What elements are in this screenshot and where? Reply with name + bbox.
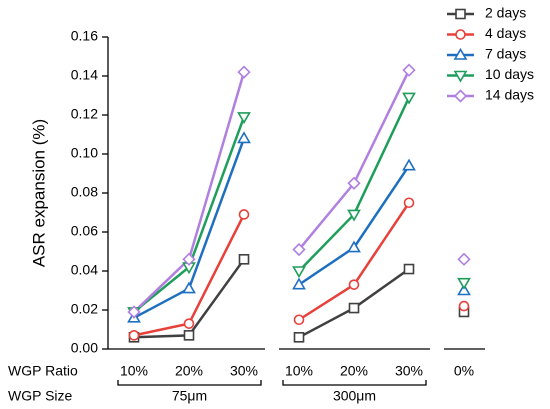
data-point <box>293 314 305 326</box>
legend-label: 4 days <box>485 25 526 41</box>
x-tick-label: 0% <box>454 363 474 379</box>
legend-marker <box>455 8 466 20</box>
data-point <box>458 300 470 312</box>
data-point <box>238 209 250 220</box>
y-tick-label: 0.00 <box>71 340 98 356</box>
data-point <box>347 209 361 222</box>
data-point <box>348 279 360 290</box>
series-line <box>298 69 411 251</box>
series-line <box>133 71 246 313</box>
row-label: WGP Size <box>8 388 73 404</box>
x-tick-label: 20% <box>175 363 203 379</box>
data-point <box>457 277 471 290</box>
legend-label: 7 days <box>485 46 526 62</box>
data-point <box>182 252 196 266</box>
group-bracket <box>117 380 262 386</box>
x-tick-label: 30% <box>230 363 258 379</box>
data-point <box>128 330 140 341</box>
legend-marker <box>455 29 466 40</box>
data-point <box>183 318 195 329</box>
group-bracket <box>282 380 427 386</box>
data-point <box>403 263 415 275</box>
y-tick-label: 0.02 <box>71 301 98 317</box>
legend-label: 10 days <box>485 66 534 82</box>
group-label: 300μm <box>333 388 376 404</box>
data-point <box>402 158 416 171</box>
x-tick-label: 10% <box>120 363 148 379</box>
y-tick-label: 0.12 <box>71 106 98 122</box>
x-tick-label: 20% <box>340 363 368 379</box>
series-line <box>133 213 246 337</box>
y-tick-label: 0.16 <box>71 28 98 44</box>
y-tick-label: 0.08 <box>71 184 98 200</box>
data-point <box>402 63 416 77</box>
data-point <box>127 305 141 319</box>
data-point <box>347 240 361 253</box>
row-label: WGP Ratio <box>8 363 78 379</box>
y-tick-label: 0.10 <box>71 145 98 161</box>
data-point <box>348 302 360 314</box>
legend-marker <box>453 70 468 83</box>
x-tick-label: 30% <box>395 363 423 379</box>
data-point <box>237 112 251 125</box>
group-label: 75μm <box>172 388 207 404</box>
data-point <box>402 92 416 105</box>
data-point <box>457 252 471 266</box>
data-point <box>347 176 361 190</box>
y-tick-label: 0.14 <box>71 67 98 83</box>
y-tick-label: 0.04 <box>71 262 98 278</box>
data-point <box>237 131 251 144</box>
legend-marker <box>453 89 468 103</box>
data-point <box>292 277 306 290</box>
y-tick-label: 0.06 <box>71 223 98 239</box>
x-tick-label: 10% <box>285 363 313 379</box>
data-point <box>403 197 415 209</box>
data-point <box>182 281 196 294</box>
legend-label: 2 days <box>485 5 526 21</box>
data-point <box>293 331 305 343</box>
data-point <box>292 266 306 279</box>
data-point <box>237 65 251 79</box>
legend-marker <box>453 47 468 60</box>
data-point <box>238 254 250 265</box>
data-point <box>183 330 195 341</box>
y-axis-label: ASR expansion (%) <box>29 119 48 267</box>
data-point <box>292 242 306 257</box>
legend-label: 14 days <box>485 87 534 103</box>
